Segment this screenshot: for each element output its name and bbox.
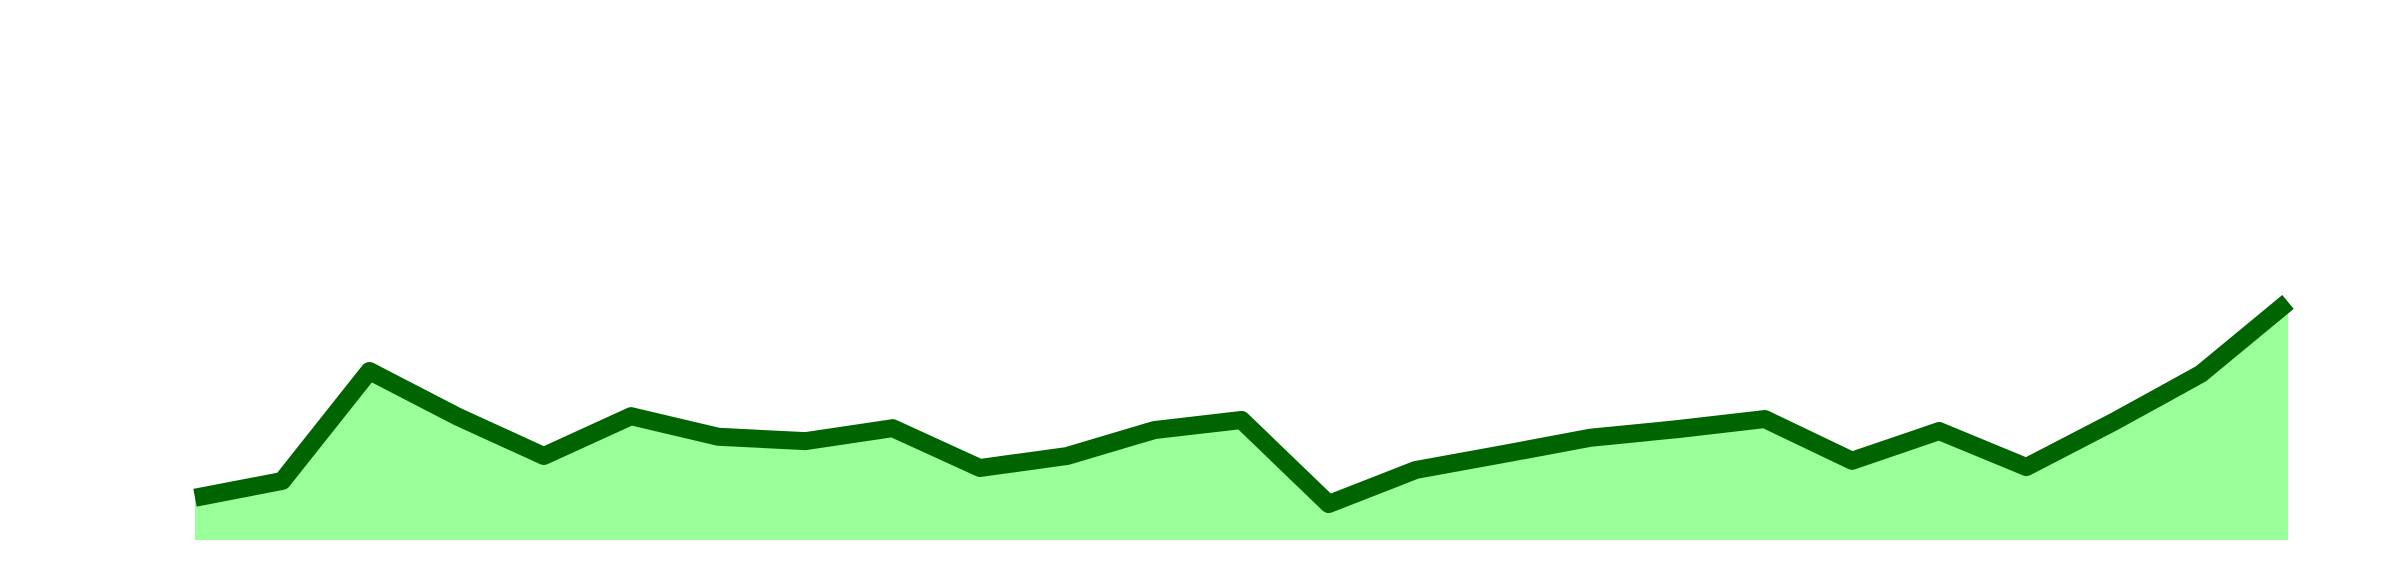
area-line	[193, 294, 2294, 513]
